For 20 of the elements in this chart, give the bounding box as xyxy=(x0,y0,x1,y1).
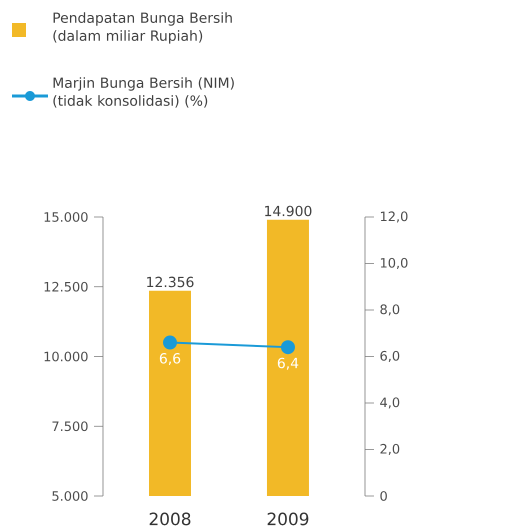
data-label: 12.356 xyxy=(147,276,194,288)
legend-label: Pendapatan Bunga Bersih (dalam miliar Rupiah) xyxy=(53,12,232,44)
y2-tick-label: 0 xyxy=(380,491,387,501)
y-tick-label: 10.000 xyxy=(44,352,88,362)
y2-tick-label: 6,0 xyxy=(380,350,400,362)
y-tick-label: 5.000 xyxy=(52,491,88,501)
data-label: 14.900 xyxy=(265,206,312,216)
x-tick-label: 2009 xyxy=(268,512,308,526)
y2-tick-label: 10,0 xyxy=(380,258,408,270)
y2-tick-label: 4,0 xyxy=(380,397,400,409)
data-label: 6,4 xyxy=(278,358,298,370)
y2-tick-label: 12,0 xyxy=(380,211,408,223)
data-label: 6,6 xyxy=(160,353,180,366)
y-tick-label: 12.500 xyxy=(44,282,88,292)
y-tick-label: 7.500 xyxy=(52,421,88,432)
y2-tick-label: 2,0 xyxy=(380,444,400,456)
legend-label: Marjin Bunga Bersih (NIM) (tidak konsolidasi) (%) xyxy=(53,77,234,108)
x-tick-label: 2008 xyxy=(150,512,190,526)
y2-tick-label: 8,0 xyxy=(380,304,400,316)
y-tick-label: 15.000 xyxy=(44,212,88,222)
